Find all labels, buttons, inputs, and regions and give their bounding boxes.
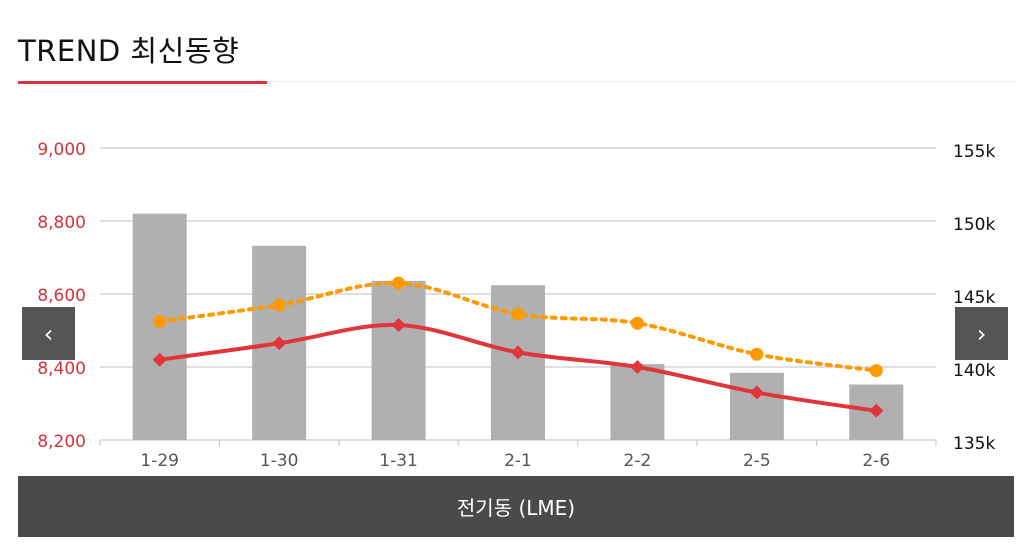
header-underline (18, 81, 267, 84)
x-tick-label: 2-6 (862, 451, 890, 470)
y-left-tick-label: 8,400 (37, 359, 86, 379)
red-point (511, 345, 525, 360)
x-tick-label: 2-1 (504, 451, 532, 470)
red-point (391, 318, 406, 333)
footer-caption: 전기동 (LME) (18, 476, 1014, 537)
bar (610, 364, 665, 440)
next-button[interactable]: › (955, 307, 1008, 360)
red-point (749, 385, 764, 400)
page-title: TREND 최신동향 (18, 34, 240, 68)
y-left-tick-label: 8,600 (37, 286, 86, 306)
chevron-left-icon: ‹ (43, 319, 54, 348)
y-left-tick-label: 8,800 (37, 213, 86, 233)
trend-chart: 9,000 155k 8,800 150k 8,600 145k 8,400 140k 8,20… (37, 140, 995, 470)
y-right-tick-label: 150k (953, 215, 995, 235)
x-tick-label: 1-29 (140, 451, 179, 470)
chevron-right-icon: › (976, 319, 987, 348)
footer-label: 전기동 (LME) (456, 496, 576, 520)
y-right-tick-label: 140k (953, 361, 995, 381)
red-point (272, 336, 287, 351)
y-right-tick-label: 145k (953, 288, 995, 308)
orange-point (630, 316, 644, 330)
bar (729, 372, 784, 440)
x-tick-label: 1-31 (379, 451, 418, 470)
header-divider (18, 81, 1016, 82)
red-point (869, 403, 884, 418)
y-left-tick-label: 8,200 (37, 432, 86, 452)
x-tick-label: 1-30 (260, 451, 299, 470)
prev-button[interactable]: ‹ (22, 307, 75, 360)
y-right-tick-label: 155k (953, 142, 995, 162)
red-point (152, 352, 167, 367)
bar (371, 280, 426, 440)
x-tick-label: 2-2 (624, 451, 652, 470)
orange-point (869, 364, 883, 378)
orange-point (511, 307, 525, 321)
orange-point (153, 314, 167, 328)
orange-point (272, 298, 286, 312)
x-tick-label: 2-5 (743, 451, 771, 470)
red-point (630, 360, 645, 374)
orange-point (750, 347, 764, 361)
orange-point (392, 276, 406, 290)
y-left-tick-label: 9,000 (37, 140, 86, 160)
y-right-tick-label: 135k (953, 434, 995, 454)
